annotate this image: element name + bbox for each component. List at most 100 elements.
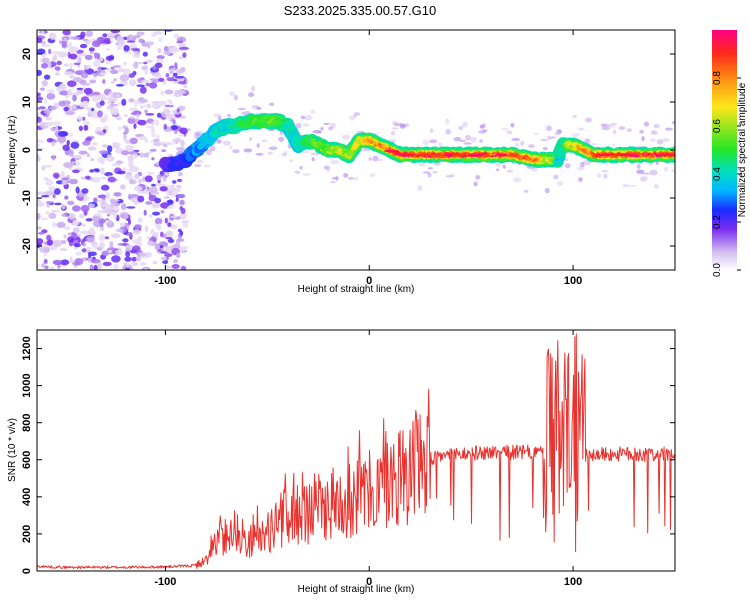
- noise-blob: [150, 228, 155, 236]
- noise-blob: [123, 61, 127, 66]
- haze-blob: [417, 185, 423, 192]
- noise-blob: [100, 167, 105, 175]
- noise-blob: [43, 258, 48, 264]
- noise-blob: [37, 238, 44, 245]
- haze-blob: [427, 172, 432, 178]
- haze-blob: [348, 176, 354, 180]
- noise-blob: [89, 109, 98, 117]
- haze-blob: [248, 92, 255, 98]
- noise-blob: [171, 264, 180, 269]
- noise-blob: [103, 37, 111, 42]
- ridge-hotspot: [622, 153, 638, 157]
- noise-blob: [85, 218, 93, 222]
- noise-blob: [82, 38, 88, 42]
- noise-blob: [111, 255, 121, 263]
- noise-blob: [130, 48, 141, 51]
- noise-blob: [145, 113, 155, 116]
- ridge-segment: [343, 150, 349, 155]
- noise-blob: [102, 33, 108, 38]
- x-tick-label: 0: [366, 576, 372, 588]
- noise-blob: [97, 156, 106, 164]
- haze-blob: [299, 165, 303, 170]
- haze-blob: [654, 183, 659, 190]
- ridge-hotspot: [404, 153, 416, 157]
- noise-blob: [179, 127, 188, 135]
- noise-blob: [63, 234, 67, 239]
- noise-blob: [37, 154, 40, 162]
- noise-blob: [72, 205, 81, 212]
- noise-blob: [117, 170, 126, 175]
- noise-blob: [163, 123, 168, 130]
- noise-blob: [113, 263, 119, 270]
- noise-blob: [37, 69, 42, 76]
- noise-blob: [119, 222, 126, 228]
- snr-frame: [36, 329, 676, 572]
- noise-blob: [154, 217, 163, 225]
- haze-blob: [445, 129, 450, 134]
- haze-blob: [320, 127, 324, 131]
- haze-blob: [664, 167, 668, 172]
- noise-blob: [113, 212, 117, 219]
- noise-blob: [68, 212, 76, 220]
- noise-blob: [37, 191, 46, 195]
- noise-blob: [151, 127, 156, 135]
- noise-blob: [164, 253, 173, 258]
- haze-blob: [502, 164, 506, 169]
- haze-blob: [372, 155, 379, 162]
- noise-blob: [114, 142, 121, 148]
- noise-blob: [125, 262, 130, 268]
- noise-blob: [146, 236, 152, 239]
- ridge-segment: [533, 158, 538, 163]
- noise-blob: [130, 112, 139, 116]
- ridge-segment: [239, 121, 246, 127]
- noise-blob: [86, 235, 95, 243]
- noise-blob: [177, 134, 185, 137]
- ridge-hotspot: [495, 153, 508, 157]
- noise-blob: [72, 227, 80, 234]
- noise-blob: [106, 47, 110, 51]
- noise-blob: [124, 256, 132, 262]
- noise-blob: [83, 124, 89, 131]
- noise-blob: [75, 251, 82, 256]
- noise-blob: [99, 72, 106, 76]
- noise-blob: [158, 77, 165, 82]
- noise-blob: [176, 89, 187, 94]
- noise-blob: [37, 116, 42, 124]
- noise-blob: [136, 84, 145, 87]
- haze-blob: [233, 94, 238, 101]
- noise-blob: [101, 184, 110, 191]
- noise-blob: [177, 228, 182, 233]
- noise-blob: [109, 241, 114, 249]
- noise-blob: [173, 72, 178, 77]
- noise-blob: [163, 233, 167, 239]
- noise-blob: [165, 141, 175, 146]
- noise-blob: [59, 83, 65, 89]
- noise-blob: [139, 86, 147, 94]
- noise-blob: [164, 89, 174, 95]
- haze-blob: [610, 122, 618, 125]
- noise-blob: [160, 210, 165, 214]
- noise-blob: [72, 219, 80, 226]
- noise-blob: [56, 60, 62, 66]
- ridge-hotspot: [384, 149, 400, 153]
- noise-blob: [78, 125, 83, 131]
- noise-blob: [119, 184, 126, 190]
- noise-blob: [156, 134, 160, 140]
- noise-blob: [136, 31, 145, 36]
- ridge-segment: [635, 155, 640, 158]
- noise-blob: [146, 59, 153, 63]
- noise-blob: [147, 171, 155, 175]
- noise-blob: [54, 125, 59, 132]
- noise-blob: [143, 61, 148, 65]
- noise-blob: [131, 245, 141, 252]
- haze-blob: [194, 164, 202, 167]
- noise-blob: [93, 197, 98, 203]
- haze-blob: [311, 157, 315, 162]
- noise-blob: [110, 66, 115, 70]
- noise-blob: [110, 103, 119, 107]
- noise-blob: [121, 150, 129, 156]
- noise-blob: [135, 113, 140, 118]
- noise-blob: [132, 62, 139, 68]
